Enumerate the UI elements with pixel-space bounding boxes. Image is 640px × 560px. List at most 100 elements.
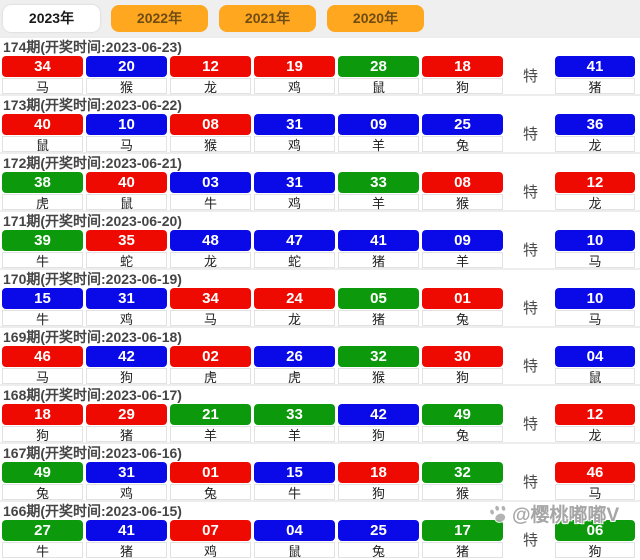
number-ball: 02 — [170, 346, 251, 367]
number-ball: 35 — [86, 230, 167, 251]
number-ball: 42 — [86, 346, 167, 367]
number-cell: 40 鼠 — [2, 114, 83, 153]
number-ball: 07 — [170, 520, 251, 541]
draws-list: 174期(开奖时间:2023-06-23) 34 马 20 猴 12 龙 19 鸡 28 鼠 18 狗特… — [0, 36, 640, 559]
draw-row: 18 狗 29 猪 21 羊 33 羊 42 狗 49 兔特 12 龙 — [0, 404, 640, 443]
zodiac-label: 猪 — [86, 542, 167, 559]
special-marker-label: 特 — [522, 299, 538, 317]
special-marker-label: 特 — [522, 531, 538, 549]
zodiac-label: 龙 — [555, 136, 635, 153]
number-ball: 36 — [555, 114, 635, 135]
number-ball: 12 — [170, 56, 251, 77]
number-cell: 09 羊 — [422, 230, 503, 269]
zodiac-label: 龙 — [555, 426, 635, 443]
number-ball: 03 — [170, 172, 251, 193]
number-cell: 03 牛 — [170, 172, 251, 211]
zodiac-label: 狗 — [422, 78, 503, 95]
zodiac-label: 狗 — [338, 426, 419, 443]
number-cell: 02 虎 — [170, 346, 251, 385]
number-cell: 32 猴 — [338, 346, 419, 385]
zodiac-label: 兔 — [422, 426, 503, 443]
number-cell: 21 羊 — [170, 404, 251, 443]
special-number-cell: 12 龙 — [555, 172, 635, 211]
zodiac-label: 虎 — [254, 368, 335, 385]
zodiac-label: 羊 — [170, 426, 251, 443]
tab-year-2021[interactable]: 2021年 — [219, 4, 316, 32]
number-cell: 31 鸡 — [86, 462, 167, 501]
draw-section: 166期(开奖时间:2023-06-15) 27 牛 41 猪 07 鸡 04 鼠 25 兔 17 猪特… — [0, 500, 640, 559]
number-ball: 34 — [170, 288, 251, 309]
number-ball: 29 — [86, 404, 167, 425]
zodiac-label: 牛 — [254, 484, 335, 501]
number-ball: 04 — [555, 346, 635, 367]
number-ball: 25 — [422, 114, 503, 135]
number-ball: 12 — [555, 404, 635, 425]
zodiac-label: 鼠 — [86, 194, 167, 211]
number-cell: 08 猴 — [422, 172, 503, 211]
number-cell: 28 鼠 — [338, 56, 419, 95]
zodiac-label: 猪 — [422, 542, 503, 559]
number-ball: 24 — [254, 288, 335, 309]
draw-period-header: 170期(开奖时间:2023-06-19) — [3, 271, 182, 287]
zodiac-label: 虎 — [2, 194, 83, 211]
zodiac-label: 兔 — [422, 136, 503, 153]
number-cell: 15 牛 — [254, 462, 335, 501]
number-cell: 42 狗 — [86, 346, 167, 385]
zodiac-label: 鸡 — [86, 310, 167, 327]
number-ball: 17 — [422, 520, 503, 541]
number-cell: 48 龙 — [170, 230, 251, 269]
number-ball: 49 — [422, 404, 503, 425]
number-cell: 25 兔 — [422, 114, 503, 153]
draw-period-header: 169期(开奖时间:2023-06-18) — [3, 329, 182, 345]
zodiac-label: 鼠 — [254, 542, 335, 559]
special-marker-label: 特 — [522, 357, 538, 375]
number-ball: 28 — [338, 56, 419, 77]
number-cell: 18 狗 — [422, 56, 503, 95]
number-cell: 41 猪 — [86, 520, 167, 559]
tab-year-2020[interactable]: 2020年 — [327, 4, 424, 32]
number-cell: 38 虎 — [2, 172, 83, 211]
zodiac-label: 鼠 — [2, 136, 83, 153]
number-cell: 19 鸡 — [254, 56, 335, 95]
number-cell: 01 兔 — [422, 288, 503, 327]
number-ball: 31 — [254, 114, 335, 135]
number-cell: 18 狗 — [338, 462, 419, 501]
zodiac-label: 猪 — [338, 310, 419, 327]
number-ball: 09 — [422, 230, 503, 251]
number-cell: 15 牛 — [2, 288, 83, 327]
number-ball: 05 — [338, 288, 419, 309]
special-number-cell: 04 鼠 — [555, 346, 635, 385]
number-ball: 32 — [422, 462, 503, 483]
number-ball: 25 — [338, 520, 419, 541]
special-marker-label: 特 — [522, 183, 538, 201]
special-marker-label: 特 — [522, 67, 538, 85]
number-cell: 40 鼠 — [86, 172, 167, 211]
zodiac-label: 鸡 — [254, 78, 335, 95]
draw-row: 46 马 42 狗 02 虎 26 虎 32 猴 30 狗特 04 鼠 — [0, 346, 640, 385]
number-ball: 26 — [254, 346, 335, 367]
number-cell: 49 兔 — [422, 404, 503, 443]
number-cell: 39 牛 — [2, 230, 83, 269]
zodiac-label: 马 — [555, 252, 635, 269]
number-cell: 29 猪 — [86, 404, 167, 443]
number-ball: 27 — [2, 520, 83, 541]
draw-section: 169期(开奖时间:2023-06-18) 46 马 42 狗 02 虎 26 虎 32 猴 30 狗特… — [0, 326, 640, 385]
zodiac-label: 猴 — [422, 484, 503, 501]
zodiac-label: 牛 — [2, 252, 83, 269]
tab-year-2022[interactable]: 2022年 — [111, 4, 208, 32]
tab-year-2023[interactable]: 2023年 — [3, 4, 100, 32]
special-number-cell: 06 狗 — [555, 520, 635, 559]
zodiac-label: 狗 — [338, 484, 419, 501]
zodiac-label: 猪 — [86, 426, 167, 443]
special-number-cell: 10 马 — [555, 230, 635, 269]
number-cell: 09 羊 — [338, 114, 419, 153]
number-ball: 10 — [555, 288, 635, 309]
zodiac-label: 猪 — [555, 78, 635, 95]
zodiac-label: 龙 — [254, 310, 335, 327]
zodiac-label: 牛 — [2, 542, 83, 559]
zodiac-label: 狗 — [555, 542, 635, 559]
number-ball: 18 — [422, 56, 503, 77]
number-cell: 04 鼠 — [254, 520, 335, 559]
number-cell: 10 马 — [86, 114, 167, 153]
special-number-cell: 46 马 — [555, 462, 635, 501]
